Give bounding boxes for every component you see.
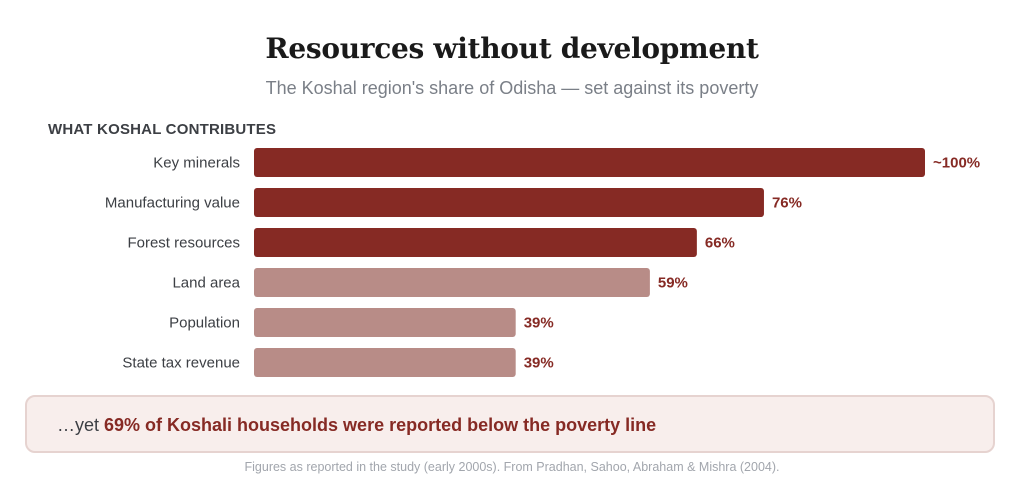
value-label-population: 39%	[524, 315, 554, 332]
value-label-manufacturing-value: 76%	[772, 195, 802, 212]
value-label-state-tax-revenue: 39%	[524, 355, 554, 372]
bar-state-tax-revenue	[254, 348, 516, 377]
category-label-land-area: Land area	[172, 275, 240, 292]
source-note: Figures as reported in the study (early …	[244, 460, 780, 474]
value-label-key-minerals: ~100%	[933, 155, 980, 172]
bar-manufacturing-value	[254, 188, 764, 217]
category-label-population: Population	[169, 315, 240, 332]
category-label-state-tax-revenue: State tax revenue	[122, 355, 240, 372]
chart-subtitle: The Koshal region's share of Odisha — se…	[265, 78, 759, 98]
bar-land-area	[254, 268, 650, 297]
chart-title: Resources without development	[265, 32, 759, 65]
bar-chart: Key minerals ~100% Manufacturing value 76% F…	[105, 148, 980, 377]
category-label-key-minerals: Key minerals	[153, 155, 240, 172]
category-label-forest-resources: Forest resources	[127, 235, 240, 252]
callout-prefix: …yet	[57, 415, 105, 435]
bar-key-minerals	[254, 148, 925, 177]
section-label: WHAT KOSHAL CONTRIBUTES	[48, 121, 277, 138]
bar-population	[254, 308, 516, 337]
value-label-land-area: 59%	[658, 275, 688, 292]
callout-highlight: 69% of Koshali households were reported …	[104, 415, 657, 435]
value-label-forest-resources: 66%	[705, 235, 735, 252]
bar-forest-resources	[254, 228, 697, 257]
callout-text: …yet 69% of Koshali households were repo…	[57, 415, 656, 436]
poverty-callout: …yet 69% of Koshali households were repo…	[25, 395, 995, 453]
category-label-manufacturing-value: Manufacturing value	[105, 195, 240, 212]
